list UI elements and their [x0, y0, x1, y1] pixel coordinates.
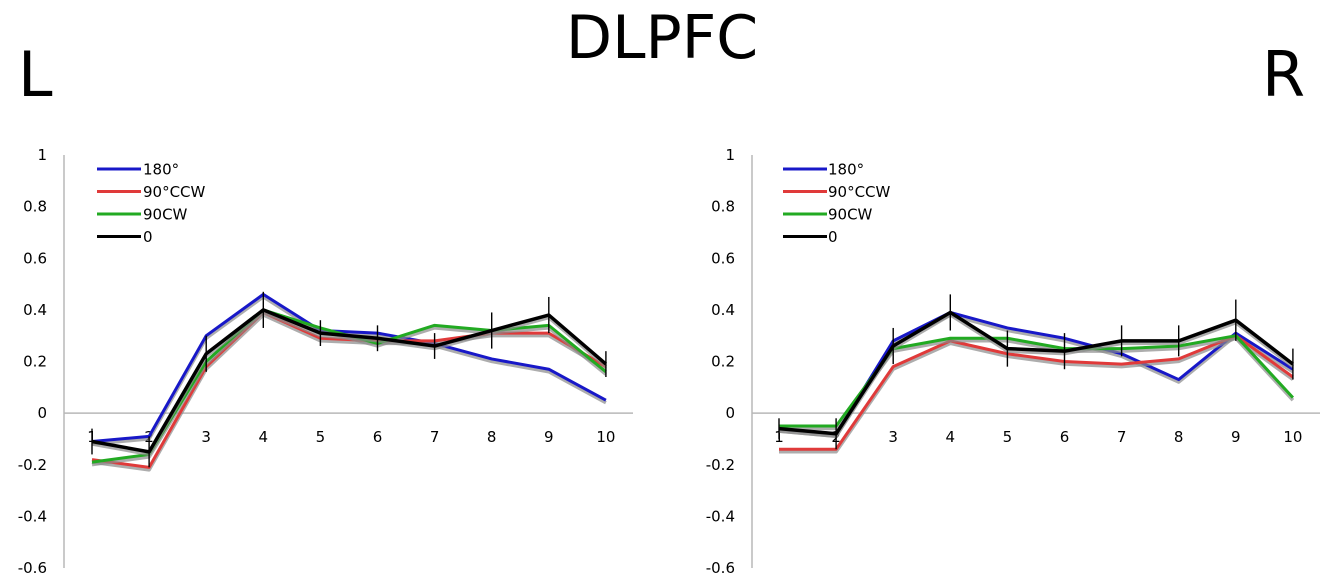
y-tick-label: -0.6: [18, 559, 47, 577]
x-tick-label: 8: [1174, 428, 1184, 446]
y-tick-label: 0.2: [711, 353, 735, 371]
x-tick-label: 4: [259, 428, 269, 446]
legend-label-0: 0: [828, 228, 838, 246]
y-tick-label: 0.8: [23, 198, 47, 216]
series-shadow-90°CCW: [779, 336, 1294, 454]
x-tick-label: 10: [1283, 428, 1302, 446]
y-tick-label: -0.2: [706, 456, 735, 474]
x-tick-label: 10: [596, 428, 615, 446]
series-line-90°CCW: [779, 334, 1294, 451]
x-tick-label: 8: [487, 428, 497, 446]
legend-label-0: 0: [143, 228, 153, 246]
x-tick-label: 3: [888, 428, 898, 446]
x-tick-label: 9: [1231, 428, 1241, 446]
y-tick-label: 0.4: [711, 301, 735, 319]
x-tick-label: 5: [316, 428, 326, 446]
legend-label-180°: 180°: [143, 161, 179, 179]
series-line-0: [778, 310, 1294, 436]
y-tick-label: 0: [37, 404, 47, 422]
y-tick-label: -0.6: [706, 559, 735, 577]
y-tick-label: -0.4: [706, 507, 735, 525]
y-tick-label: 0: [725, 404, 735, 422]
legend-label-90°CCW: 90°CCW: [143, 183, 206, 201]
right-hemisphere-label: R: [1262, 38, 1306, 111]
legend-label-90CW: 90CW: [143, 206, 188, 224]
y-tick-label: 0.4: [23, 301, 47, 319]
y-tick-label: 0.6: [23, 249, 47, 267]
legend-label-180°: 180°: [828, 161, 864, 179]
x-tick-label: 6: [1060, 428, 1070, 446]
y-tick-label: -0.4: [18, 507, 47, 525]
x-tick-label: 5: [1003, 428, 1013, 446]
y-tick-label: 1: [37, 146, 47, 164]
y-tick-label: 1: [725, 146, 735, 164]
x-tick-label: 7: [1117, 428, 1127, 446]
series-line-180°: [91, 292, 607, 444]
legend-label-90°CCW: 90°CCW: [828, 183, 891, 201]
page-title: DLPFC: [565, 3, 759, 73]
y-tick-label: 0.8: [711, 198, 735, 216]
x-tick-label: 9: [544, 428, 554, 446]
series-line-0: [91, 308, 608, 454]
legend-label-90CW: 90CW: [828, 206, 873, 224]
y-tick-label: 0.2: [23, 353, 47, 371]
y-tick-label: 0.6: [711, 249, 735, 267]
x-tick-label: 7: [430, 428, 440, 446]
x-tick-label: 4: [946, 428, 956, 446]
x-tick-label: 3: [201, 428, 211, 446]
x-tick-label: 6: [373, 428, 383, 446]
y-tick-label: -0.2: [18, 456, 47, 474]
left-hemisphere-label: L: [18, 38, 53, 111]
